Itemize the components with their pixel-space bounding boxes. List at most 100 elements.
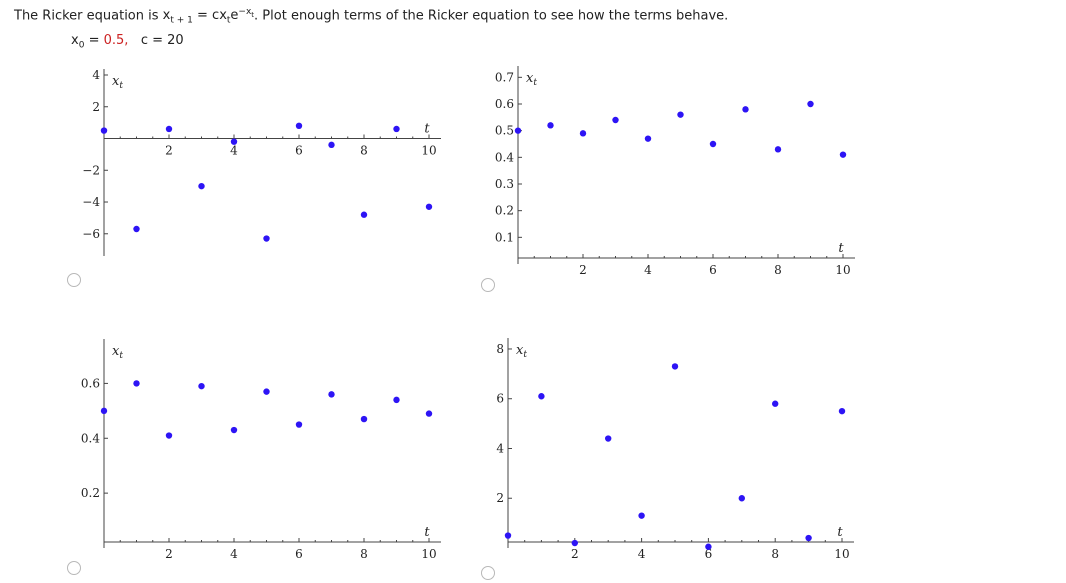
data-point: [807, 100, 814, 108]
y-tick-label: 0.6: [81, 376, 100, 390]
x-tick-label: 2: [165, 144, 173, 158]
y-tick-label: 0.1: [495, 230, 514, 244]
x-tick-label: 10: [421, 547, 436, 561]
data-point: [839, 151, 847, 158]
data-point: [738, 495, 745, 502]
data-point: [644, 135, 652, 142]
x0-sub: 0: [78, 40, 85, 51]
data-point: [100, 127, 108, 134]
y-tick-label: 0.7: [495, 70, 514, 84]
y-axis-label: xt: [516, 343, 527, 360]
y-tick-label: 0.6: [495, 97, 514, 111]
data-point: [230, 138, 238, 145]
x-tick-label: 6: [705, 547, 713, 561]
x-tick-label: 10: [421, 144, 436, 158]
parameters: x0 = 0.5, c = 20: [71, 33, 184, 51]
option-b-radio[interactable]: [481, 278, 495, 292]
eq-mid: = cx: [192, 8, 227, 24]
c-value: c = 20: [140, 33, 184, 48]
x-axis-label: t: [837, 525, 843, 540]
data-point: [605, 435, 612, 442]
data-point: [709, 140, 717, 148]
y-tick-label: 0.4: [495, 150, 514, 164]
data-point: [671, 363, 679, 370]
x-tick-label: 6: [295, 547, 303, 561]
data-point: [579, 130, 587, 137]
y-tick-label: −2: [82, 163, 100, 177]
option-d-radio[interactable]: [481, 566, 495, 580]
x-tick-label: 4: [230, 144, 238, 158]
x0-label: x: [71, 33, 79, 48]
x-tick-label: 8: [771, 547, 779, 561]
data-point: [393, 125, 400, 133]
x0-eq: =: [84, 33, 104, 48]
data-point: [263, 388, 270, 395]
x-tick-label: 4: [638, 547, 646, 561]
data-point: [571, 539, 578, 547]
x-axis-label: t: [838, 241, 844, 256]
data-point: [677, 111, 684, 118]
data-point: [538, 393, 545, 400]
x-tick-label: 4: [644, 263, 652, 277]
question-instruction: . Plot enough terms of the Ricker equati…: [254, 8, 729, 24]
y-tick-label: 2: [496, 491, 504, 505]
x-tick-label: 4: [230, 547, 238, 561]
eq-e: e: [230, 8, 239, 24]
data-point: [805, 534, 812, 542]
data-point: [772, 400, 779, 407]
y-tick-label: 0.3: [495, 177, 514, 191]
data-point: [547, 122, 554, 129]
data-point: [198, 182, 205, 190]
data-point: [295, 122, 303, 130]
x-tick-label: 6: [709, 263, 717, 277]
question-intro: The Ricker equation is: [14, 8, 163, 24]
x-tick-label: 2: [165, 547, 173, 561]
data-point: [360, 415, 368, 423]
data-point: [295, 421, 303, 428]
x-tick-label: 8: [360, 547, 368, 561]
eq-lhs: x: [162, 8, 171, 24]
x-axis-label: t: [424, 122, 430, 137]
y-tick-label: 4: [92, 68, 100, 82]
y-tick-label: 0.2: [81, 486, 100, 500]
x-tick-label: 10: [834, 547, 849, 561]
data-point: [504, 532, 512, 539]
x-tick-label: 2: [579, 263, 587, 277]
y-axis-label: xt: [526, 71, 537, 88]
data-point: [360, 211, 368, 218]
y-tick-label: 4: [496, 441, 504, 455]
data-point: [328, 141, 335, 149]
y-tick-label: −6: [82, 227, 100, 241]
data-point: [198, 382, 205, 390]
x-tick-label: 10: [835, 263, 850, 277]
y-tick-label: 2: [92, 100, 100, 114]
data-point: [425, 410, 433, 417]
data-point: [705, 543, 712, 550]
y-tick-label: −4: [82, 195, 100, 209]
data-point: [133, 380, 140, 387]
data-point: [774, 146, 782, 153]
data-point: [612, 116, 619, 124]
x0-value: 0.5,: [103, 33, 129, 48]
y-axis-label: xt: [112, 74, 123, 91]
option-a-radio[interactable]: [67, 273, 81, 287]
option-c-radio[interactable]: [67, 561, 81, 575]
eq-lhs-sub: t + 1: [170, 15, 193, 26]
eq-exp: −xt: [238, 7, 255, 19]
x-axis-label: t: [424, 525, 430, 540]
data-point: [838, 407, 846, 415]
question-text: The Ricker equation is xt + 1 = cxte−xt.…: [14, 7, 728, 26]
data-point: [230, 426, 238, 434]
data-point: [100, 407, 108, 415]
eq-exp-sub: t: [251, 10, 255, 19]
x-tick-label: 2: [571, 547, 579, 561]
data-point: [263, 235, 270, 242]
eq-mid-sub: t: [226, 15, 231, 26]
y-tick-label: 0.2: [495, 204, 514, 218]
y-tick-label: 8: [496, 342, 504, 356]
data-point: [638, 512, 645, 519]
